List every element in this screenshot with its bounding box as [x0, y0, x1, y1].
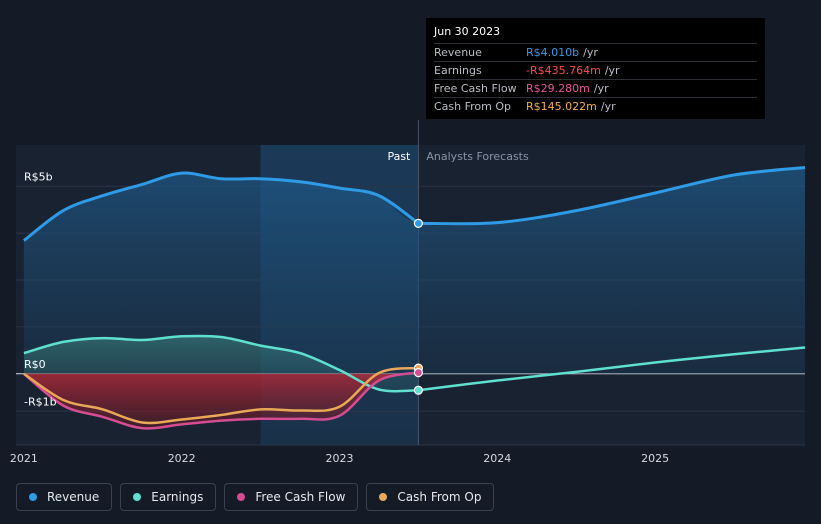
hover-tooltip: Jun 30 2023 Revenue R$4.010b /yr Earning…: [426, 18, 765, 119]
past-label: Past: [387, 150, 411, 163]
x-tick-label: 2025: [641, 452, 669, 465]
free-cash-flow-line: [23, 371, 419, 430]
tooltip-unit: /yr: [600, 100, 616, 113]
y-tick-label: -R$1b: [24, 395, 57, 408]
legend-label: Revenue: [47, 490, 100, 504]
tooltip-row-revenue: Revenue R$4.010b /yr: [434, 43, 757, 61]
y-tick-label: R$0: [24, 358, 46, 371]
cash-from-op-line: [23, 366, 419, 425]
legend-dot-icon: [379, 493, 388, 501]
legend-label: Earnings: [151, 490, 204, 504]
tooltip-row-earnings: Earnings -R$435.764m /yr: [434, 61, 757, 79]
tooltip-unit: /yr: [604, 64, 620, 77]
x-tick-label: 2023: [325, 452, 353, 465]
earnings-area: [23, 335, 419, 392]
revenue-forecast-line: [418, 166, 806, 226]
legend-dot-icon: [29, 493, 37, 501]
tooltip-label: Earnings: [434, 64, 482, 77]
revenue-line: [22, 171, 420, 242]
tooltip-value: R$29.280m: [526, 82, 590, 95]
legend-item-cash-from-op[interactable]: Cash From Op: [366, 483, 495, 511]
legend-item-free-cash-flow[interactable]: Free Cash Flow: [224, 483, 359, 511]
earnings-forecast-line: [418, 346, 806, 392]
x-tick-label: 2024: [483, 452, 511, 465]
x-tick-label: 2022: [168, 452, 196, 465]
revenue-marker: [413, 218, 423, 228]
legend-item-revenue[interactable]: Revenue: [16, 483, 113, 511]
legend-label: Free Cash Flow: [255, 490, 346, 504]
y-tick-label: R$5b: [24, 170, 53, 183]
free-cash-flow-area: [23, 372, 419, 429]
analysts-forecasts-label: Analysts Forecasts: [426, 150, 529, 163]
free-cash-flow-marker: [413, 368, 423, 378]
legend-label: Cash From Op: [397, 490, 482, 504]
earnings-marker: [413, 385, 423, 395]
tooltip-row-cash-from-op: Cash From Op R$145.022m /yr: [434, 97, 757, 115]
tooltip-label: Revenue: [434, 46, 482, 59]
tooltip-date: Jun 30 2023: [434, 25, 501, 38]
tooltip-value: R$4.010b: [526, 46, 580, 59]
legend-item-earnings[interactable]: Earnings: [120, 483, 217, 511]
legend-dot-icon: [237, 493, 246, 501]
tooltip-unit: /yr: [593, 82, 609, 95]
tooltip-label: Cash From Op: [434, 100, 512, 113]
legend-dot-icon: [133, 493, 142, 501]
tooltip-unit: /yr: [583, 46, 598, 59]
tooltip-value: R$145.022m: [526, 100, 597, 113]
earnings-line: [23, 334, 419, 393]
x-tick-label: 2021: [10, 452, 38, 465]
tooltip-label: Free Cash Flow: [434, 82, 517, 95]
tooltip-row-free-cash-flow: Free Cash Flow R$29.280m /yr: [434, 79, 757, 97]
chart-legend: Revenue Earnings Free Cash Flow Cash Fro…: [16, 483, 495, 511]
revenue-area: [23, 167, 805, 374]
tooltip-value: -R$435.764m: [526, 64, 601, 77]
